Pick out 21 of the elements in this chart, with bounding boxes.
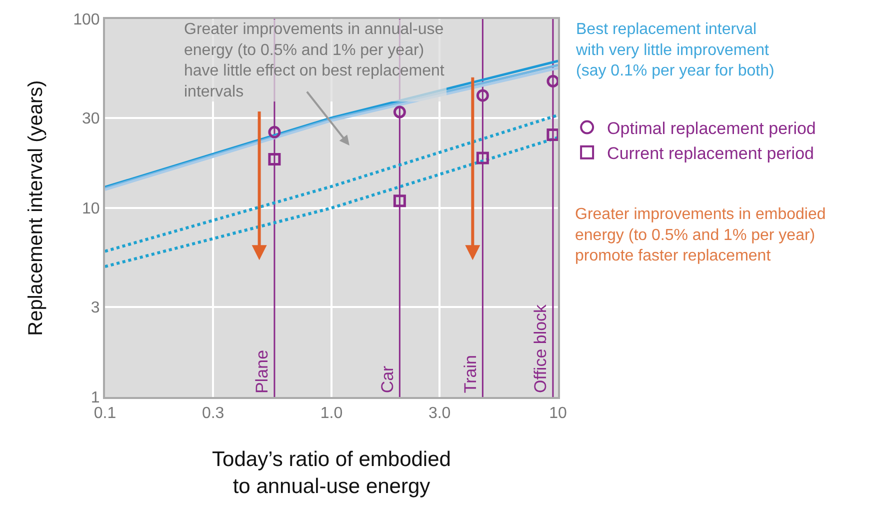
- ref-line-label: Train: [461, 355, 480, 394]
- ref-line-label: Plane: [252, 350, 272, 394]
- x-tick-label: 0.3: [202, 405, 224, 422]
- y-tick-label: 30: [82, 110, 100, 128]
- legend-label: Optimal replacement period: [607, 118, 816, 138]
- y-tick-label: 3: [90, 299, 100, 316]
- x-tick-label: 3.0: [428, 405, 451, 422]
- y-axis-title: Replacement interval (years): [25, 80, 48, 336]
- y-tick-label: 1: [90, 390, 100, 407]
- annotation: Greater improvements in annual-use energy (to 0.5% and 1% per year) have little effect on best replacement intervals: [184, 21, 445, 100]
- x-tick-label: 10: [549, 405, 567, 422]
- ref-line-label: Car: [378, 365, 398, 394]
- x-axis-title: Today’s ratio of embodied to annual-use energy: [212, 448, 451, 498]
- text: Best replacement interval with very little improvement (say 0.1% per year for both): [575, 21, 774, 80]
- x-tick-label: 0.1: [94, 405, 116, 422]
- x-tick-label: 1.0: [320, 405, 343, 422]
- ref-line-label: Office block: [530, 304, 550, 393]
- legend-label: Current replacement period: [607, 144, 814, 163]
- y-tick-label: 100: [73, 12, 100, 29]
- y-tick-label: 10: [82, 200, 100, 218]
- text: Greater improvements in embodied energy (to 0.5% and 1% per year) promote faster replacement: [575, 206, 826, 265]
